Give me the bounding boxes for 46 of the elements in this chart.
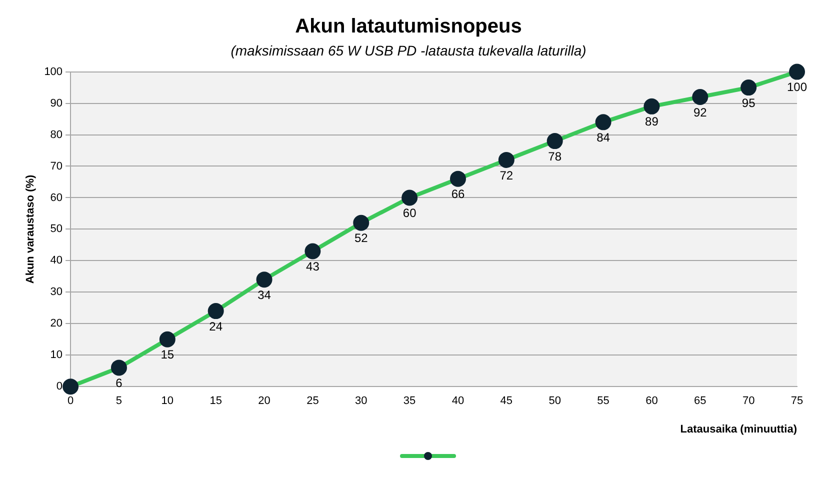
x-tick-label: 70 bbox=[742, 395, 755, 408]
x-tick-label: 25 bbox=[306, 395, 319, 408]
y-tick-label: 10 bbox=[50, 349, 63, 362]
data-label: 84 bbox=[596, 130, 610, 144]
x-tick-label: 30 bbox=[355, 395, 368, 408]
data-label: 6 bbox=[116, 376, 123, 390]
y-tick-label: 100 bbox=[44, 66, 63, 78]
data-label: 95 bbox=[742, 96, 756, 110]
x-tick-label: 40 bbox=[452, 395, 464, 408]
chart-subtitle: (maksimissaan 65 W USB PD -latausta tukevalla laturilla) bbox=[230, 42, 586, 58]
x-axis-title: Latausaika (minuuttia) bbox=[680, 423, 798, 436]
y-tick-label: 90 bbox=[50, 97, 63, 110]
data-label: 52 bbox=[354, 231, 368, 246]
data-label: 15 bbox=[160, 348, 174, 362]
y-tick-label: 60 bbox=[50, 192, 63, 204]
y-tick-label: 50 bbox=[50, 223, 63, 236]
data-label: 92 bbox=[693, 105, 708, 120]
data-label: 72 bbox=[500, 168, 514, 182]
x-tick-label: 15 bbox=[210, 395, 222, 408]
y-tick-label: 0 bbox=[56, 380, 63, 393]
data-label: 78 bbox=[548, 149, 562, 164]
data-label: 89 bbox=[645, 114, 659, 129]
y-tick-label: 20 bbox=[50, 318, 63, 330]
data-label: 43 bbox=[306, 260, 320, 274]
y-axis-title: Akun varaustaso (%) bbox=[24, 174, 37, 284]
data-label: 24 bbox=[209, 319, 223, 334]
x-tick-label: 60 bbox=[646, 395, 658, 408]
x-tick-label: 45 bbox=[500, 395, 513, 408]
data-label: 34 bbox=[258, 288, 272, 302]
data-label: 60 bbox=[402, 206, 417, 220]
chart-title: Akun latautumisnopeus bbox=[295, 16, 522, 38]
data-label: 66 bbox=[451, 187, 465, 202]
x-tick-label: 5 bbox=[116, 395, 122, 408]
y-tick-label: 30 bbox=[50, 286, 63, 298]
x-tick-label: 0 bbox=[67, 395, 74, 408]
x-tick-label: 65 bbox=[694, 395, 706, 408]
x-tick-label: 55 bbox=[597, 395, 610, 408]
x-tick-label: 35 bbox=[403, 395, 416, 408]
x-tick-label: 10 bbox=[161, 395, 174, 408]
y-tick-label: 80 bbox=[50, 128, 63, 141]
y-tick-label: 70 bbox=[50, 160, 63, 172]
x-tick-label: 50 bbox=[548, 395, 561, 408]
x-tick-label: 75 bbox=[790, 395, 804, 408]
x-tick-label: 20 bbox=[258, 395, 270, 408]
y-tick-label: 40 bbox=[50, 254, 63, 267]
data-label: 100 bbox=[786, 80, 808, 94]
